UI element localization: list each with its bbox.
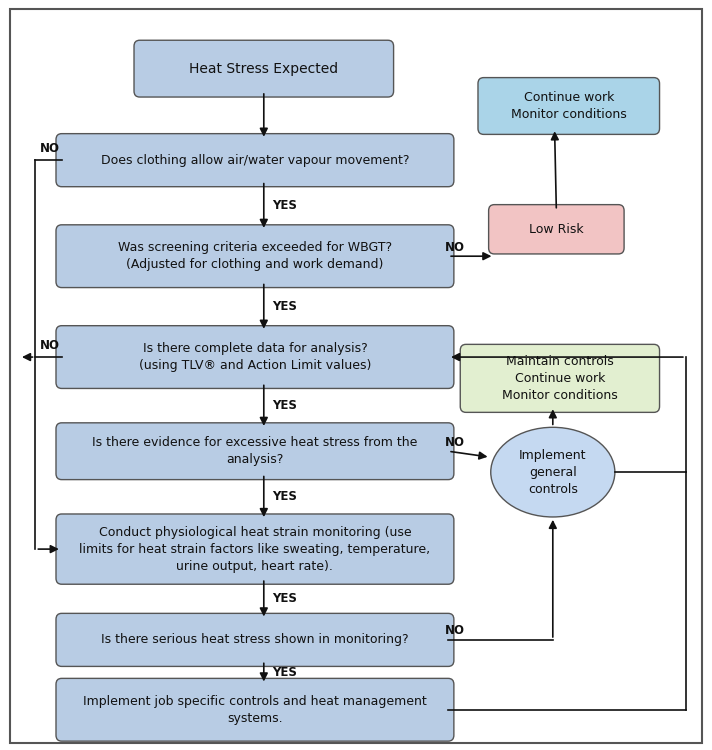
FancyBboxPatch shape [56,678,454,741]
FancyBboxPatch shape [56,134,454,187]
Text: YES: YES [273,199,298,212]
Text: NO: NO [445,436,465,448]
Text: Heat Stress Expected: Heat Stress Expected [189,62,338,76]
Text: NO: NO [445,241,465,254]
Text: Is there evidence for excessive heat stress from the
analysis?: Is there evidence for excessive heat str… [93,436,418,466]
Text: NO: NO [40,339,60,352]
Text: Maintain controls
Continue work
Monitor conditions: Maintain controls Continue work Monitor … [502,355,618,402]
Text: Implement
general
controls: Implement general controls [519,448,587,496]
FancyBboxPatch shape [56,326,454,388]
Text: NO: NO [445,625,465,638]
Text: YES: YES [273,666,298,679]
Text: YES: YES [273,490,298,503]
FancyBboxPatch shape [56,514,454,584]
Text: Does clothing allow air/water vapour movement?: Does clothing allow air/water vapour mov… [100,154,409,166]
FancyBboxPatch shape [10,9,702,742]
FancyBboxPatch shape [56,225,454,287]
Text: Implement job specific controls and heat management
systems.: Implement job specific controls and heat… [83,694,426,724]
FancyBboxPatch shape [478,77,659,134]
Text: YES: YES [273,592,298,605]
Text: Is there complete data for analysis?
(using TLV® and Action Limit values): Is there complete data for analysis? (us… [139,342,371,372]
Text: NO: NO [40,142,60,155]
FancyBboxPatch shape [488,205,624,254]
Text: YES: YES [273,300,298,313]
FancyBboxPatch shape [460,344,659,412]
FancyBboxPatch shape [56,614,454,667]
Ellipse shape [491,427,615,517]
Text: Continue work
Monitor conditions: Continue work Monitor conditions [511,91,627,121]
Text: Was screening criteria exceeded for WBGT?
(Adjusted for clothing and work demand: Was screening criteria exceeded for WBGT… [118,242,392,272]
Text: YES: YES [273,399,298,412]
Text: Conduct physiological heat strain monitoring (use
limits for heat strain factors: Conduct physiological heat strain monito… [79,526,431,572]
Text: Low Risk: Low Risk [529,223,584,236]
FancyBboxPatch shape [134,40,394,97]
Text: Is there serious heat stress shown in monitoring?: Is there serious heat stress shown in mo… [101,634,409,646]
FancyBboxPatch shape [56,423,454,479]
